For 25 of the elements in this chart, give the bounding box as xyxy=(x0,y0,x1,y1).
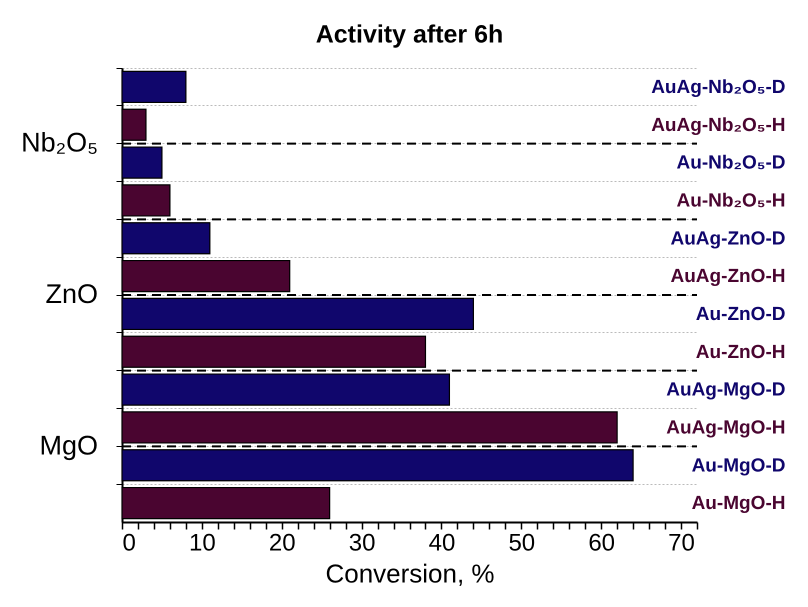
x-tick-label: 0 xyxy=(122,530,136,556)
y-tick-label: AuAg-MgO-H xyxy=(666,417,786,438)
y-tick-label: AuAg-MgO-D xyxy=(666,380,786,401)
y-tick-label: AuAg-ZnO-H xyxy=(670,266,786,288)
y-tick-label: AuAg-ZnO-D xyxy=(670,228,786,250)
y-tick-label: AuAg-Nb₂O₅-H xyxy=(651,114,786,136)
x-axis-title: Conversion, % xyxy=(325,558,495,588)
text: Nb₂O₅ xyxy=(21,128,98,158)
y-tick-label: Au-MgO-D xyxy=(692,455,786,476)
x-tick-label: 70 xyxy=(668,530,695,556)
y-tick-label: Au-MgO-H xyxy=(692,493,786,514)
text: MgO xyxy=(39,430,98,460)
x-tick-label: 10 xyxy=(189,530,216,556)
x-tick-label: 50 xyxy=(508,530,536,556)
x-tick-label: 20 xyxy=(268,530,296,556)
x-tick-label: 40 xyxy=(428,530,456,556)
chart-title: Activity after 6h xyxy=(316,20,504,48)
x-tick-label: 30 xyxy=(348,530,376,556)
y-tick-label: Au-Nb₂O₅-H xyxy=(676,190,786,212)
text: ZnO xyxy=(45,279,98,309)
x-tick-label: 60 xyxy=(588,530,616,556)
y-tick-label: Au-ZnO-H xyxy=(696,342,786,363)
y-tick-label: Au-Nb₂O₅-D xyxy=(676,152,786,174)
y-tick-label: AuAg-Nb₂O₅-D xyxy=(651,76,786,98)
y-tick-label: Au-ZnO-D xyxy=(696,304,786,325)
